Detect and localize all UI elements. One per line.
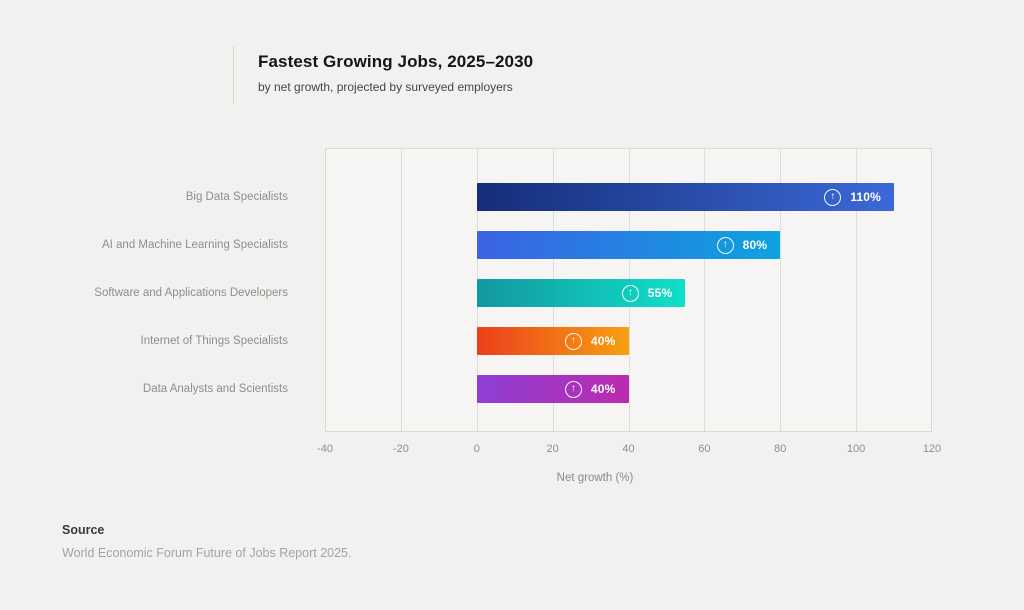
category-label: Data Analysts and Scientists: [142, 383, 288, 395]
bar-data-analysts-and-scientists: ↑ 40%: [476, 375, 629, 403]
category-label: Big Data Specialists: [185, 191, 288, 203]
x-tick--20: -20: [392, 443, 409, 455]
bar-software-and-applications-developers: ↑ 55%: [476, 279, 686, 307]
x-tick-60: 60: [698, 443, 711, 455]
gridline-80: [780, 149, 782, 431]
up-arrow-circle-icon: ↑: [824, 188, 842, 206]
category-label: AI and Machine Learning Specialists: [101, 239, 288, 251]
x-tick--40: -40: [317, 443, 333, 455]
gridline-60: [704, 149, 706, 431]
chart-subtitle: by net growth, projected by surveyed emp…: [258, 80, 513, 94]
source-heading: Source: [62, 523, 105, 537]
x-tick-80: 80: [774, 443, 787, 455]
category-label: Internet of Things Specialists: [140, 335, 288, 347]
bar-value-label: 80%: [742, 238, 768, 252]
bar-value-label: 40%: [590, 334, 616, 348]
category-label: Software and Applications Developers: [94, 287, 288, 299]
x-tick-100: 100: [846, 443, 866, 455]
up-arrow-circle-icon: ↑: [564, 380, 582, 398]
bar-big-data-specialists: ↑ 110%: [476, 183, 895, 211]
x-axis-label: Net growth (%): [556, 472, 634, 484]
x-tick-40: 40: [622, 443, 635, 455]
bar-value-label: 55%: [647, 286, 673, 300]
up-arrow-circle-icon: ↑: [564, 332, 582, 350]
chart-title: Fastest Growing Jobs, 2025–2030: [258, 52, 534, 71]
up-arrow-circle-icon: ↑: [716, 236, 734, 254]
x-tick-20: 20: [546, 443, 559, 455]
gridline-100: [856, 149, 858, 431]
source-text: World Economic Forum Future of Jobs Repo…: [62, 546, 352, 560]
bar-internet-of-things-specialists: ↑ 40%: [476, 327, 629, 355]
up-arrow-circle-icon: ↑: [621, 284, 639, 302]
chart-header: Fastest Growing Jobs, 2025–2030 by net g…: [233, 46, 533, 104]
bar-ai-and-machine-learning-specialists: ↑ 80%: [476, 231, 781, 259]
bar-value-label: 110%: [850, 190, 882, 204]
gridline--20: [400, 149, 402, 431]
x-tick-0: 0: [473, 443, 480, 455]
bar-value-label: 40%: [590, 382, 616, 396]
x-tick-120: 120: [922, 443, 942, 455]
